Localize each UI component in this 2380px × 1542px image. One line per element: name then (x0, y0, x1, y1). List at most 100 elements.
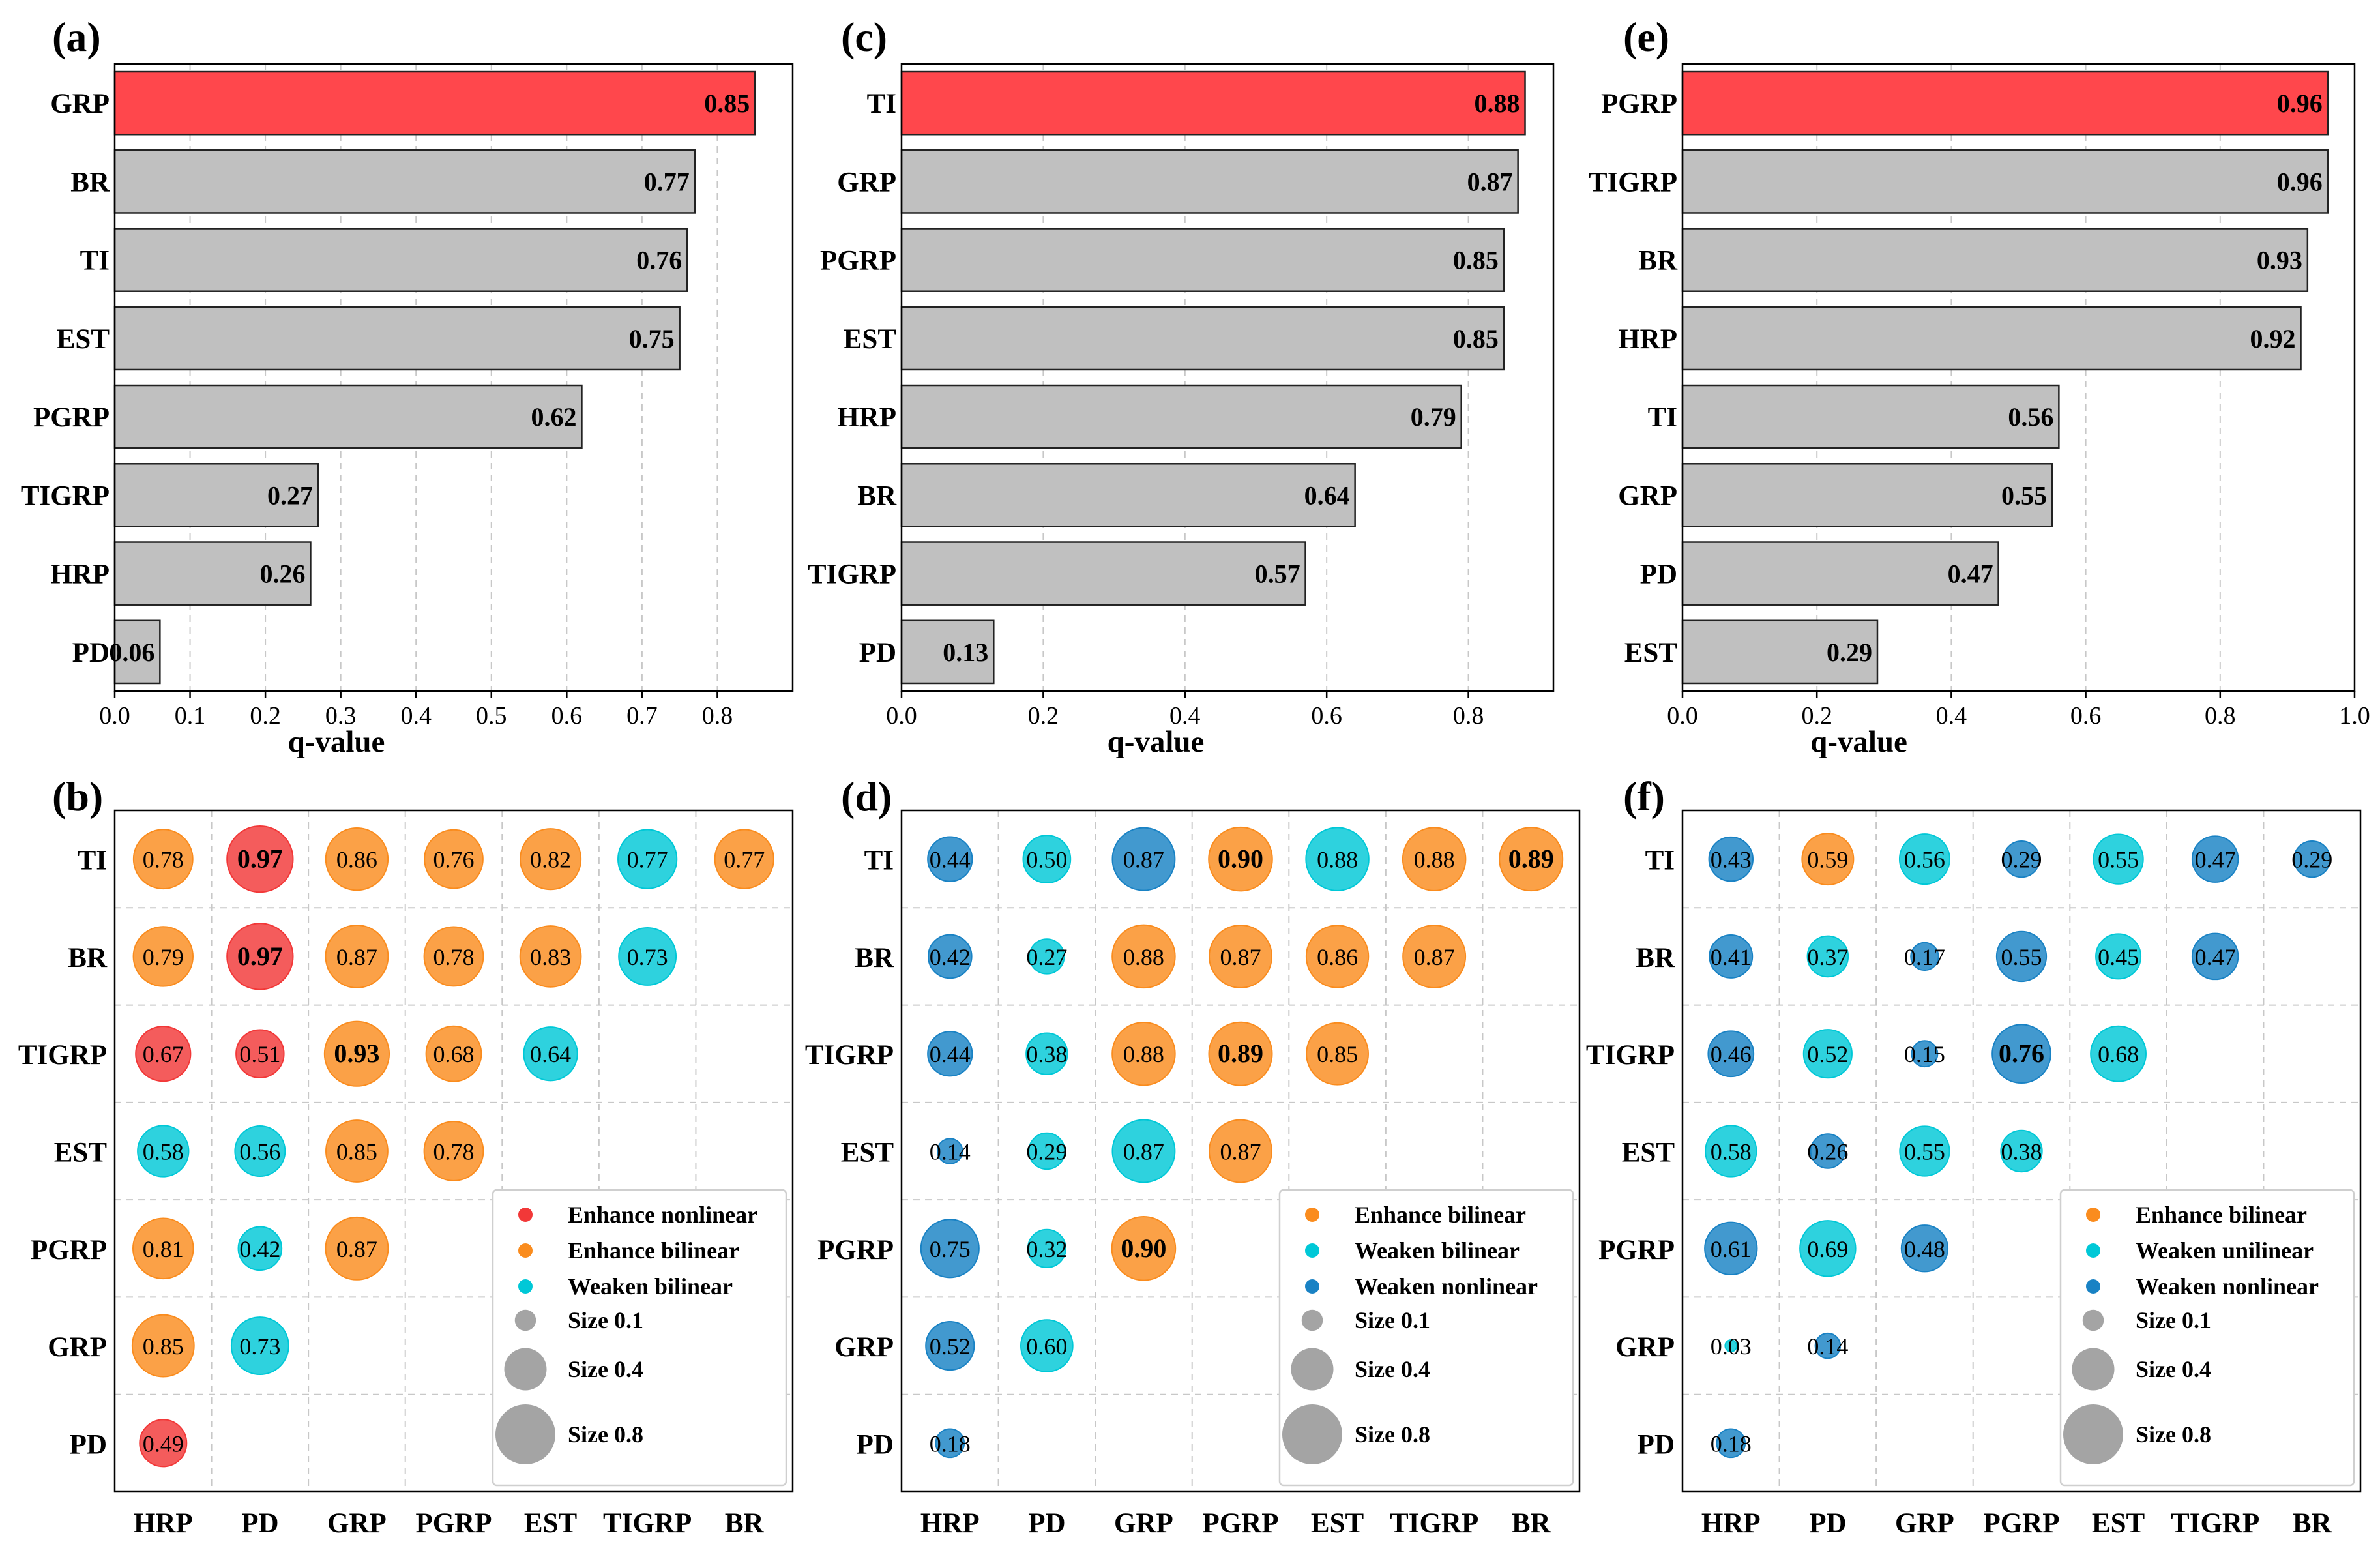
bar (113, 463, 319, 527)
col-label: HRP (134, 1508, 193, 1539)
panel-a: (a) 0.85 GRP 0.77 BR 0.76 TI 0.75 EST 0.62 PGRP 0.2… (21, 14, 794, 759)
col-label: GRP (327, 1508, 387, 1539)
bubble-value-label: 0.44 (930, 1041, 971, 1067)
row-label: TIGRP (805, 1040, 894, 1071)
x-axis-title: q-value (1108, 725, 1205, 759)
bubble-value-label: 0.81 (143, 1236, 184, 1262)
bubble-value-label: 0.78 (433, 944, 475, 970)
bubble (1705, 1125, 1757, 1178)
bubble (323, 1020, 390, 1087)
bar-value-label: 0.29 (1827, 638, 1872, 667)
bubble (519, 925, 582, 988)
bar-value-label: 0.93 (2257, 246, 2302, 275)
legend-size-label: Size 0.4 (2136, 1356, 2211, 1382)
bubble (519, 828, 582, 891)
bubble-value-label: 0.58 (1711, 1139, 1752, 1165)
x-tick-label: 0.6 (1311, 702, 1342, 730)
bubble-value-label: 0.42 (239, 1236, 280, 1262)
bubble (1899, 1125, 1950, 1177)
row-label: TI (78, 846, 107, 876)
row-label: BR (1636, 943, 1675, 973)
bubble (1707, 1030, 1755, 1078)
legend-size-marker (1282, 1404, 1342, 1464)
bubble (131, 1314, 195, 1378)
col-label: GRP (1895, 1508, 1954, 1539)
panel-e: (e) 0.96 PGRP 0.96 TIGRP 0.93 BR 0.92 HRP 0.56 TI 0… (1589, 14, 2370, 759)
bubble-value-label: 0.48 (1904, 1236, 1945, 1262)
legend-label: Enhance bilinear (2136, 1202, 2307, 1228)
x-tick-label: 0.2 (1801, 702, 1832, 730)
bubble-value-label: 0.78 (433, 1139, 475, 1165)
col-label: BR (725, 1508, 765, 1539)
plot-frame (1681, 809, 2362, 1493)
bubble (226, 923, 294, 990)
x-tick-label: 0.6 (551, 702, 583, 730)
legend-marker (1305, 1243, 1319, 1258)
bubble (937, 1138, 963, 1164)
legend-box (2059, 1189, 2355, 1487)
col-label: HRP (1701, 1508, 1761, 1539)
panel-d: (d) 0.44 0.50 0.87 0.90 0.88 0.88 0.89 0.42 0.27 0… (805, 773, 1581, 1539)
col-label: TIGRP (2171, 1508, 2259, 1539)
bubble (137, 1125, 190, 1178)
row-label: TIGRP (18, 1040, 107, 1071)
bubble (1111, 827, 1176, 891)
bubble (523, 1026, 578, 1082)
bubble-value-label: 0.29 (2291, 847, 2332, 873)
panel-label-e: (e) (1623, 14, 1669, 60)
category-label: BR (70, 167, 110, 198)
x-tick-label: 0.3 (325, 702, 357, 730)
bubble-value-label: 0.88 (1317, 847, 1358, 873)
legend-size-marker (504, 1348, 547, 1391)
bubble (2191, 932, 2239, 981)
col-label: PD (241, 1508, 278, 1539)
row-label: GRP (48, 1332, 107, 1363)
bubble-value-label: 0.15 (1904, 1041, 1945, 1067)
bubble-value-label: 0.87 (1123, 1139, 1164, 1165)
legend-size-label: Size 0.1 (1355, 1307, 1430, 1333)
plot-frame (900, 809, 1581, 1493)
legend-size-marker (1301, 1309, 1323, 1331)
bubble (230, 1316, 289, 1376)
bubble-value-label: 0.90 (1121, 1234, 1166, 1263)
panel-label-d: (d) (841, 773, 892, 820)
bubble (927, 934, 973, 979)
bubble (1814, 1332, 1842, 1359)
category-label: PD (859, 638, 896, 668)
row-label: EST (1622, 1138, 1675, 1168)
bubble (135, 1026, 192, 1082)
bubble (1995, 930, 2048, 983)
row-label: GRP (834, 1332, 894, 1363)
bubble (925, 1320, 975, 1371)
bubble (1402, 827, 1467, 891)
bar-value-label: 0.96 (2277, 89, 2323, 118)
legend-size-marker (1291, 1348, 1334, 1391)
bubble (235, 1029, 285, 1078)
x-tick-label: 0.8 (1453, 702, 1484, 730)
bar (1681, 228, 2309, 292)
x-tick-label: 0.6 (2070, 702, 2102, 730)
bubble (2191, 835, 2239, 883)
bubble (927, 1031, 973, 1077)
bar-value-label: 0.76 (636, 246, 682, 275)
x-tick-label: 0.0 (99, 702, 130, 730)
col-label: PD (1028, 1508, 1065, 1539)
bar (113, 149, 696, 214)
bubble-value-label: 0.55 (2001, 944, 2042, 970)
panel-b: (b) 0.78 0.97 0.86 0.76 0.82 0.77 0.77 0.79 0.97 0… (18, 773, 794, 1539)
bubble-value-label: 0.88 (1123, 944, 1164, 970)
bubble (1801, 833, 1855, 886)
legend-size-label: Size 0.4 (1355, 1356, 1430, 1382)
bubble (1208, 826, 1273, 892)
category-label: PGRP (820, 246, 896, 276)
bubble-value-label: 0.73 (627, 944, 668, 970)
bubble (927, 836, 973, 882)
bubble-value-label: 0.41 (1711, 944, 1752, 970)
legend-label: Weaken unilinear (2136, 1238, 2314, 1264)
bubble (1708, 836, 1754, 882)
bar (900, 228, 1505, 292)
bubble-value-label: 0.59 (1807, 847, 1848, 873)
legend-size-label: Size 0.1 (568, 1307, 643, 1333)
bar-value-label: 0.85 (1453, 246, 1499, 275)
x-tick-label: 0.0 (1667, 702, 1698, 730)
